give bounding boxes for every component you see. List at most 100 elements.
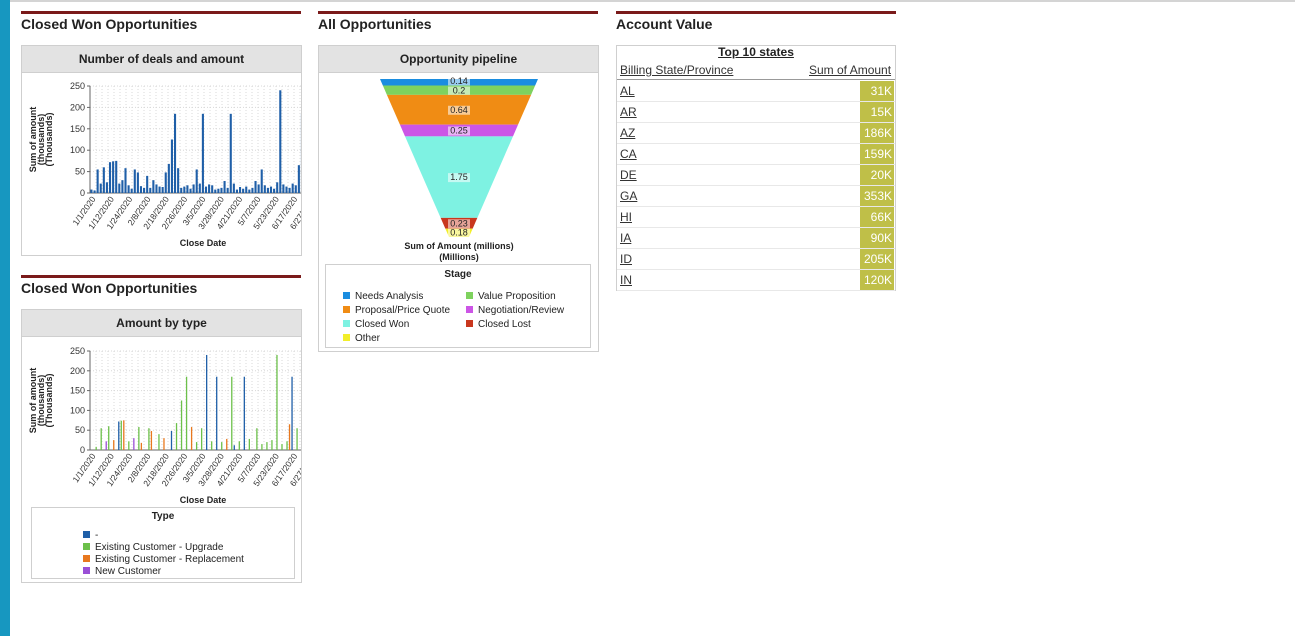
x-axis-label: (Millions) (439, 252, 479, 262)
legend-item: New Customer (83, 566, 161, 577)
bar (128, 441, 130, 450)
bar (271, 440, 273, 450)
chart-panel-amount-by-type[interactable]: Amount by type 0 50 100 150 200 250 Sum of amo… (21, 309, 302, 583)
bar (291, 376, 293, 450)
bar (123, 420, 125, 450)
bar (200, 428, 203, 450)
bar (235, 189, 239, 193)
table-row: AL 31K (617, 81, 895, 102)
bar-chart-deals-amount: 0 50 100 150 200 250 Sum of amount(thousands)(… (28, 81, 301, 248)
bar (140, 442, 143, 450)
bar (183, 186, 186, 193)
bar (185, 376, 188, 450)
bar (206, 354, 208, 450)
bar (291, 183, 294, 193)
chart-panel-deals-amount[interactable]: Number of deals and amount 0 50 100 150 200 2… (21, 45, 302, 256)
state-link[interactable]: IA (620, 231, 632, 245)
state-link[interactable]: CA (620, 147, 637, 161)
legend-swatch (343, 306, 350, 313)
data-label: 0.23 (450, 218, 468, 228)
column-header-state[interactable]: Billing State/Province (620, 63, 734, 77)
y-tick-label: 250 (70, 81, 85, 91)
state-link[interactable]: ID (620, 252, 632, 266)
bar (281, 444, 283, 450)
component-title-text: Account Value (616, 16, 713, 32)
bar (276, 182, 279, 193)
bar (285, 186, 288, 193)
legend-item: Existing Customer - Upgrade (83, 542, 223, 553)
table-title[interactable]: Top 10 states (718, 45, 794, 59)
bar (163, 438, 165, 450)
left-accent-bar (0, 0, 10, 636)
table-row: AR 15K (617, 102, 895, 123)
bar (201, 113, 204, 193)
legend-type: Type - Existing Customer - Upgrade Exist… (31, 507, 295, 579)
bar (273, 188, 276, 193)
legend-stage: Stage Needs Analysis Value Proposition P… (325, 264, 591, 348)
legend-title: Stage (444, 269, 472, 280)
state-link[interactable]: IN (620, 273, 632, 287)
bar (242, 188, 245, 193)
header-divider (617, 79, 895, 80)
bar (239, 187, 242, 193)
bar (127, 185, 130, 193)
legend-label: Closed Won (355, 319, 410, 330)
state-link[interactable]: AR (620, 105, 637, 119)
legend-item: Existing Customer - Replacement (83, 554, 244, 565)
y-tick-label: 0 (80, 188, 85, 198)
bar (251, 187, 254, 193)
bar (294, 185, 297, 193)
state-link[interactable]: AL (620, 84, 635, 98)
state-link[interactable]: HI (620, 210, 632, 224)
bar (288, 187, 291, 193)
top-divider (10, 0, 1295, 2)
amount-cell: 120K (860, 270, 894, 290)
bar (220, 187, 223, 193)
bar (217, 188, 220, 193)
y-axis-label: (thousands) (36, 375, 46, 427)
legend-label: New Customer (95, 566, 162, 577)
legend-label: Needs Analysis (355, 291, 424, 302)
legend-label: Existing Customer - Replacement (95, 554, 244, 565)
component-title-text: Closed Won Opportunities (21, 16, 198, 32)
bar (139, 186, 143, 193)
legend-label: Negotiation/Review (478, 305, 565, 316)
amount-cell: 20K (860, 165, 894, 185)
bar (96, 169, 99, 193)
bar (260, 169, 263, 193)
bar (269, 186, 273, 193)
amount-cell: 66K (860, 207, 894, 227)
y-tick-label: 150 (70, 386, 85, 396)
legend-swatch (83, 543, 90, 550)
bar (296, 428, 298, 450)
bar (243, 376, 245, 450)
bar (133, 169, 136, 193)
x-axis-label: Sum of Amount (millions) (404, 241, 513, 251)
amount-cell: 31K (860, 81, 894, 101)
state-link[interactable]: GA (620, 189, 638, 203)
bar (257, 184, 260, 193)
bar (248, 438, 250, 450)
table-row: GA 353K (617, 186, 895, 207)
bar (133, 438, 135, 450)
y-tick-label: 150 (70, 124, 85, 134)
data-label-bg (448, 173, 470, 183)
legend-swatch (343, 320, 350, 327)
legend-item: Closed Lost (466, 319, 531, 330)
y-tick-label: 100 (70, 405, 85, 415)
amount-cell: 205K (860, 249, 894, 269)
bar (221, 442, 223, 450)
bar (152, 180, 155, 193)
column-header-amount[interactable]: Sum of Amount (809, 63, 892, 77)
state-link[interactable]: AZ (620, 126, 636, 140)
state-link[interactable]: DE (620, 168, 637, 182)
table-panel-account-value[interactable] (616, 45, 896, 291)
legend-swatch (83, 555, 90, 562)
amount-cell: 15K (860, 102, 894, 122)
component-title-text: Closed Won Opportunities (21, 280, 198, 296)
data-label-bg (448, 86, 470, 96)
chart-panel-pipeline[interactable]: Opportunity pipeline 0.14 0.2 0.64 0.25 1.75… (318, 45, 599, 352)
data-label-bg (448, 77, 470, 86)
bar (216, 376, 218, 450)
bar (150, 430, 153, 450)
